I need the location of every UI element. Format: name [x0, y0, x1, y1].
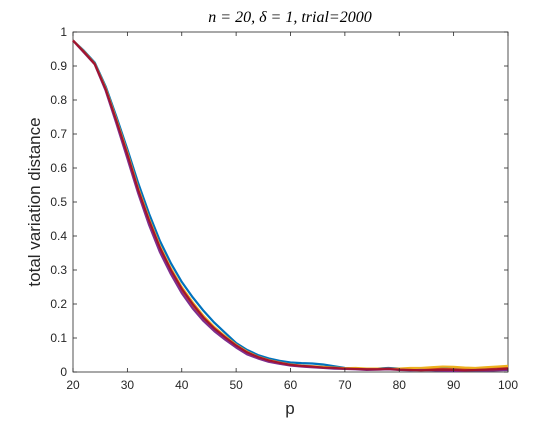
y-tick-label: 0.9: [50, 59, 67, 73]
series-line-5: [72, 39, 509, 372]
y-axis-label: total variation distance: [25, 117, 44, 286]
plot-area: [72, 31, 509, 373]
x-tick-label: 100: [498, 378, 518, 392]
y-tick-label: 0: [60, 365, 67, 379]
y-tick-label: 0.2: [50, 297, 67, 311]
x-tick-label: 90: [447, 378, 461, 392]
chart-title: n = 20, δ = 1, trial=2000: [208, 9, 371, 26]
y-tick-label: 0.4: [50, 229, 67, 243]
x-tick-label: 40: [175, 378, 189, 392]
y-tick-label: 0.7: [50, 127, 67, 141]
x-tick-label: 50: [229, 378, 243, 392]
x-axis-ticks: 20 30 40 50 60 70 80 90 100: [66, 32, 518, 392]
series-layer: [72, 39, 509, 373]
x-tick-label: 80: [393, 378, 407, 392]
y-tick-label: 0.3: [50, 263, 67, 277]
y-tick-label: 1: [60, 25, 67, 39]
x-tick-label: 60: [284, 378, 298, 392]
x-tick-label: 30: [121, 378, 135, 392]
x-tick-label: 20: [66, 378, 80, 392]
x-tick-label: 70: [338, 378, 352, 392]
y-tick-label: 0.6: [50, 161, 67, 175]
y-tick-label: 0.8: [50, 93, 67, 107]
y-tick-label: 0.5: [50, 195, 67, 209]
y-axis-ticks: 0 0.1 0.2 0.3 0.4 0.5 0.6 0.7 0.8 0.9 1: [50, 25, 508, 379]
y-tick-label: 0.1: [50, 331, 67, 345]
x-axis-label: p: [285, 399, 294, 418]
